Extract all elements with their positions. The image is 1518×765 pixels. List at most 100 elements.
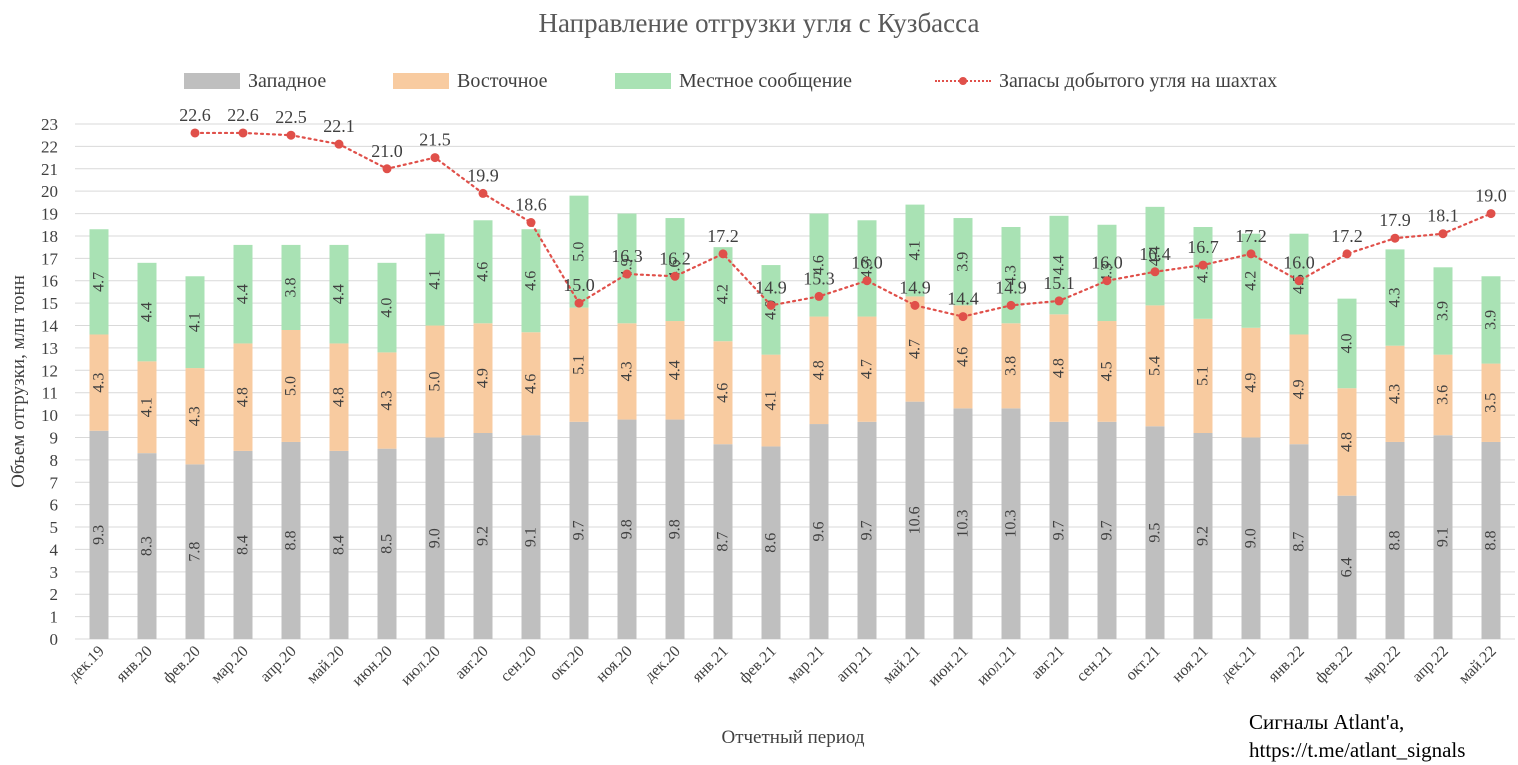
x-tick-label: сен.21 [1073,643,1115,685]
bar-segment [761,354,781,447]
bar-segment [1097,321,1117,422]
bar-segment [809,316,829,425]
bar-segment [329,244,349,344]
stocks-value-label: 22.6 [227,105,259,125]
stocks-value-label: 22.6 [179,105,211,125]
bar-segment [89,430,109,639]
stocks-point [1438,229,1448,239]
bar-segment [233,244,253,344]
y-tick-label: 6 [50,496,59,515]
y-tick-label: 8 [50,451,59,470]
bar-value-label: 10.6 [907,506,924,534]
stocks-value-label: 14.9 [899,277,931,297]
stocks-point [814,291,824,301]
bar-segment [761,446,781,639]
stocks-value-label: 17.2 [707,226,739,246]
stocks-value-label: 19.9 [467,165,499,185]
bar-value-label: 9.1 [1435,527,1452,547]
stocks-value-label: 15.1 [1043,273,1075,293]
legend-swatch-local [615,73,671,89]
bar-value-label: 5.0 [427,372,444,392]
x-tick-label: мар.21 [784,643,828,687]
bar-segment [329,343,349,451]
bar-segment [137,262,157,362]
stocks-point [1486,209,1496,219]
stocks-point [1006,300,1016,310]
bar-value-label: 9.0 [1243,528,1260,548]
stocks-point [766,300,776,310]
bar-segment [1241,327,1261,438]
bar-segment [617,419,637,639]
bar-segment [1097,224,1117,322]
bar-value-label: 9.6 [811,522,828,542]
bar-value-label: 9.5 [1147,523,1164,543]
bar-value-label: 3.9 [1435,301,1452,321]
bar-value-label: 4.3 [187,406,204,426]
bar-segment [425,233,445,326]
y-tick-label: 14 [41,317,59,336]
x-tick-label: сен.20 [497,643,539,685]
bar-segment [1145,426,1165,639]
stocks-value-label: 15.0 [563,275,595,295]
x-tick-label: ноя.20 [593,643,636,686]
bar-segment [281,330,301,442]
stocks-value-label: 16.3 [611,246,643,266]
legend-label-east: Восточное [457,69,548,92]
bar-value-label: 5.1 [571,355,588,375]
y-tick-label: 20 [41,182,58,201]
x-tick-label: окт.20 [547,643,588,684]
x-tick-label: апр.22 [1409,643,1452,686]
bar-segment [377,352,397,449]
bar-segment [137,453,157,639]
legend-label-local: Местное сообщение [679,69,852,92]
bar-segment [233,343,253,451]
stocks-point [622,269,632,279]
bar-value-label: 9.7 [1099,520,1116,540]
bar-segment [521,332,541,436]
stocks-point [334,139,344,149]
bar-segment [569,421,589,639]
bar-segment [1433,267,1453,355]
stocks-value-label: 14.9 [755,277,787,297]
y-tick-label: 9 [50,428,59,447]
bar-value-label: 4.2 [1243,271,1260,291]
bar-segment [713,341,733,445]
bar-value-label: 8.8 [1483,530,1500,550]
bar-value-label: 4.4 [139,302,156,322]
bar-segment [953,408,973,639]
x-tick-label: мар.20 [208,643,252,687]
bar-value-label: 8.6 [763,533,780,553]
bar-value-label: 8.4 [235,535,252,555]
y-tick-label: 12 [41,361,58,380]
bar-value-label: 4.8 [1339,432,1356,452]
stocks-point [1246,249,1256,259]
stocks-point [1102,276,1112,286]
bar-value-label: 4.0 [1339,333,1356,353]
bar-segment [857,316,877,422]
bar-segment [905,204,925,297]
y-tick-label: 22 [41,137,58,156]
bar-segment [713,247,733,342]
bar-value-label: 4.7 [91,272,108,292]
chart-title: Направление отгрузки угля с Кузбасса [538,8,980,38]
bar-segment [185,464,205,639]
bar-segment [809,424,829,639]
stocks-value-label: 17.9 [1379,210,1411,230]
x-tick-label: июл.21 [974,643,1020,689]
legend-label-stocks: Запасы добытого угля на шахтах [999,69,1278,92]
bar-value-label: 3.8 [283,277,300,297]
bar-segment [1337,495,1357,639]
legend-item-west: Западное [184,66,326,96]
bar-segment [665,321,685,420]
bar-value-label: 4.8 [811,360,828,380]
y-tick-label: 4 [50,540,59,559]
stocks-point [1342,249,1352,259]
x-axis-title: Отчетный период [721,727,864,748]
y-tick-label: 3 [50,563,59,582]
x-tick-label: фев.22 [1312,643,1356,687]
bar-value-label: 9.7 [859,520,876,540]
bar-segment [137,361,157,454]
bar-segment [1385,441,1405,639]
x-tick-label: май.21 [880,643,924,687]
